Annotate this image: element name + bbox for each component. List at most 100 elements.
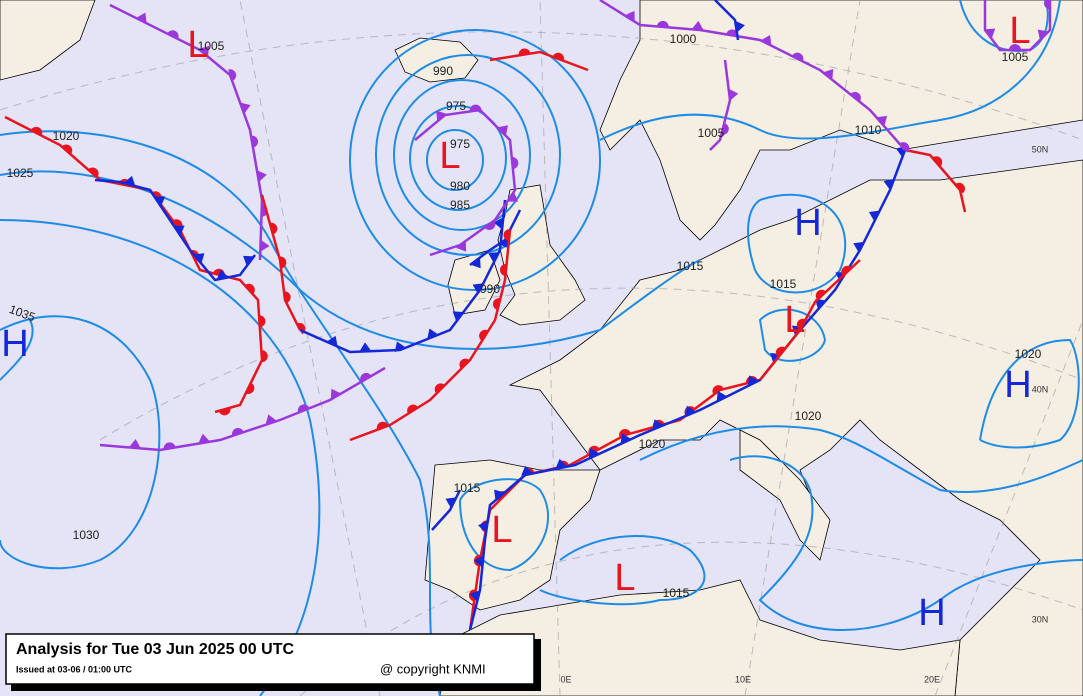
legend: Analysis for Tue 03 Jun 2025 00 UTC Issu…: [5, 633, 541, 691]
legend-title: Analysis for Tue 03 Jun 2025 00 UTC: [16, 641, 294, 658]
front-symbol: [1009, 44, 1021, 50]
front-symbol: [473, 555, 484, 568]
front-symbol: [822, 69, 834, 80]
isobar: [0, 319, 34, 381]
front-symbol: [135, 12, 147, 24]
isobar: [729, 455, 1083, 631]
isobar-label: 975: [446, 99, 466, 113]
front-symbol: [243, 255, 254, 267]
front-symbol: [726, 29, 739, 37]
graticule-label: 20E: [924, 674, 940, 684]
iberia: [424, 459, 601, 611]
isobar-label: 1020: [795, 409, 822, 423]
pressure-center: L: [1009, 10, 1030, 52]
front-symbol: [1044, 0, 1050, 10]
front-symbol: [500, 263, 507, 276]
front-symbol: [684, 405, 696, 417]
front-symbol: [459, 358, 470, 369]
legend-copyright: @ copyright KNMI: [380, 661, 486, 676]
front-symbol: [445, 497, 457, 509]
front-symbol: [427, 328, 439, 340]
graticule-label: 0E: [560, 674, 571, 684]
front-symbol: [359, 342, 372, 352]
front-symbol: [955, 182, 965, 194]
front-symbol: [853, 241, 865, 253]
isobar: [0, 130, 441, 696]
front-symbol: [552, 52, 565, 61]
front-symbol: [30, 126, 43, 136]
front-symbol: [279, 256, 287, 269]
isobar-label: 1005: [698, 126, 725, 140]
isobar-label: 1030: [73, 528, 100, 542]
front-cold: [299, 199, 507, 354]
isobar-label: 1015: [454, 481, 481, 495]
front-symbol: [735, 20, 745, 33]
front-warm: [904, 148, 967, 213]
isobar: [639, 425, 1083, 493]
front-symbol: [256, 170, 267, 183]
africa: [439, 579, 961, 696]
graticule-label: 10E: [735, 674, 751, 684]
front-symbol: [469, 590, 480, 602]
parallel: [99, 287, 1083, 441]
front-symbol: [470, 257, 481, 269]
front-symbol: [283, 291, 291, 304]
front-symbol: [620, 433, 632, 445]
front-symbol: [624, 10, 635, 22]
front-symbol: [259, 315, 266, 328]
front-symbol: [511, 157, 519, 170]
front-warm: [349, 229, 512, 442]
front-symbol: [488, 252, 499, 263]
front-symbol: [796, 318, 806, 331]
front-symbol: [792, 52, 804, 62]
front-symbol: [868, 210, 880, 222]
front-symbol: [652, 419, 664, 430]
graticule-label: 30N: [1032, 614, 1049, 624]
front-symbol: [193, 253, 205, 264]
isobar: [459, 478, 550, 572]
pressure-center: H: [794, 202, 821, 244]
front-symbol: [494, 489, 505, 501]
front-symbol: [712, 385, 724, 395]
isobar-label: 1015: [663, 586, 690, 600]
front-symbol: [407, 404, 419, 414]
front-symbol: [173, 225, 185, 236]
isobar-label: 985: [450, 198, 470, 212]
front-symbol: [88, 167, 99, 178]
isobar-label: 1015: [770, 277, 797, 291]
front-symbol: [656, 20, 669, 28]
pressure-center: H: [1, 323, 28, 365]
front-symbol: [469, 104, 482, 112]
front-symbol: [297, 404, 310, 413]
isobar-label: 990: [480, 282, 500, 296]
front-symbol: [492, 298, 501, 310]
front-symbol: [728, 88, 739, 101]
front-symbol: [123, 175, 136, 187]
front-symbol: [1037, 29, 1049, 41]
meridian: [744, 0, 861, 696]
front-symbol: [240, 102, 251, 114]
front-warm: [759, 259, 861, 381]
front-symbol: [394, 341, 406, 353]
front-occl: [599, 0, 906, 151]
front-symbol: [716, 390, 728, 402]
isobar: [349, 29, 601, 291]
greenland: [0, 0, 96, 81]
isobar-label: 1005: [1002, 50, 1029, 64]
front-cold: [94, 178, 256, 282]
front-symbol: [932, 156, 943, 167]
front-symbol: [721, 122, 729, 135]
isobar-label: 1025: [7, 166, 34, 180]
pressure-center: L: [439, 135, 460, 177]
front-symbol: [163, 442, 176, 450]
front-symbol: [250, 135, 258, 148]
front-cold: [714, 0, 740, 41]
isobar-label: 975: [450, 137, 470, 151]
isobar: [409, 105, 507, 211]
isobar: [979, 338, 1080, 449]
isobar-label: 1010: [855, 123, 882, 137]
front-symbol: [555, 458, 568, 469]
front-symbol: [747, 375, 759, 387]
